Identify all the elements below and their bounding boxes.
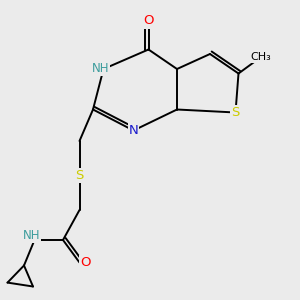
Text: CH₃: CH₃	[250, 52, 272, 62]
Text: NH: NH	[23, 229, 40, 242]
Text: S: S	[75, 169, 84, 182]
Text: S: S	[231, 106, 240, 119]
Text: O: O	[80, 256, 91, 269]
Text: O: O	[143, 14, 154, 28]
Text: NH: NH	[92, 62, 109, 76]
Text: N: N	[129, 124, 138, 137]
